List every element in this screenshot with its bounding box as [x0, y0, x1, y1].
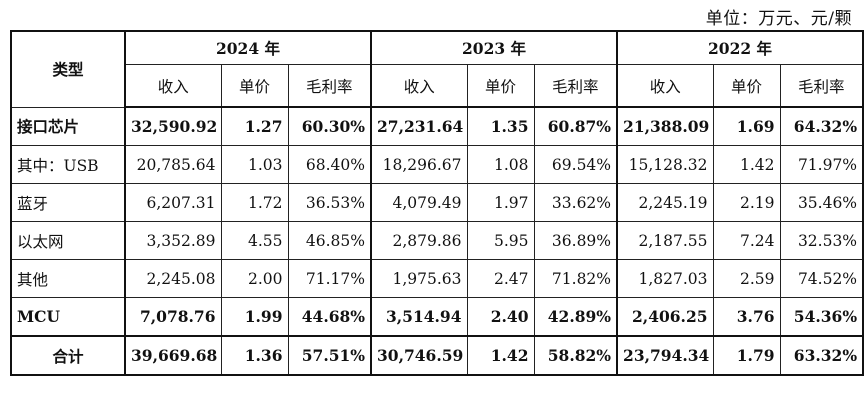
col-header-unit-price: 单价 [712, 64, 781, 108]
row-label: 其中：USB [10, 145, 126, 184]
table-cell: 69.54% [533, 145, 618, 184]
table-cell: 42.89% [533, 297, 618, 337]
col-header-unit-price: 单价 [220, 64, 289, 108]
table-cell: 60.87% [533, 106, 618, 146]
table-cell: 3,352.89 [124, 221, 222, 260]
table-cell: 27,231.64 [370, 106, 468, 146]
table-cell: 2.47 [466, 259, 535, 298]
table-cell: 58.82% [533, 335, 618, 376]
revenue-table: 类型 2024 年 2023 年 2022 年 收入 单价 毛利率 收入 单价 … [10, 30, 865, 376]
table-cell: 5.95 [466, 221, 535, 260]
table-cell: 60.30% [287, 106, 372, 146]
table-cell: 1.99 [220, 297, 289, 337]
table-cell: 2.19 [712, 183, 781, 222]
table-cell: 71.97% [779, 145, 864, 184]
col-header-gross-margin: 毛利率 [287, 64, 372, 108]
table-cell: 20,785.64 [124, 145, 222, 184]
year-header-2023: 2023 年 [370, 30, 618, 65]
table-cell: 2,879.86 [370, 221, 468, 260]
table-row: 蓝牙 6,207.31 1.72 36.53% 4,079.49 1.97 33.62% 2,… [10, 183, 864, 222]
table-cell: 1.42 [466, 335, 535, 376]
col-header-gross-margin: 毛利率 [779, 64, 864, 108]
table-cell: 3,514.94 [370, 297, 468, 337]
table-cell: 1.79 [712, 335, 781, 376]
table-cell: 46.85% [287, 221, 372, 260]
table-cell: 2,406.25 [616, 297, 714, 337]
table-cell: 1.97 [466, 183, 535, 222]
unit-label: 单位：万元、元/颗 [705, 9, 852, 29]
table-row: 其他 2,245.08 2.00 71.17% 1,975.63 2.47 71.82% 1,… [10, 259, 864, 298]
table-row: MCU 7,078.76 1.99 44.68% 3,514.94 2.40 42.89% 2… [10, 297, 864, 337]
table-cell: 30,746.59 [370, 335, 468, 376]
table-cell: 32.53% [779, 221, 864, 260]
type-header: 类型 [10, 30, 126, 108]
header-row-metrics: 收入 单价 毛利率 收入 单价 毛利率 收入 单价 毛利率 [11, 64, 864, 108]
table-cell: 71.17% [287, 259, 372, 298]
table-cell: 7.24 [712, 221, 781, 260]
table-cell: 2,245.08 [124, 259, 222, 298]
table-cell: 44.68% [287, 297, 372, 337]
table-cell: 39,669.68 [124, 335, 222, 376]
table-cell: 4,079.49 [370, 183, 468, 222]
table-cell: 2.00 [220, 259, 289, 298]
header-row-years: 类型 2024 年 2023 年 2022 年 [10, 30, 864, 108]
table-row: 接口芯片 32,590.92 1.27 60.30% 27,231.64 1.35 60.8… [10, 106, 864, 146]
row-label: 其他 [10, 259, 126, 298]
table-cell: 57.51% [287, 335, 372, 376]
table-cell: 1,827.03 [616, 259, 714, 298]
table-cell: 1.36 [220, 335, 289, 376]
table-cell: 1.27 [220, 106, 289, 146]
col-header-unit-price: 单价 [466, 64, 535, 108]
table-row: 合计 39,669.68 1.36 57.51% 30,746.59 1.42 58.82%… [10, 335, 864, 376]
table-cell: 2.40 [466, 297, 535, 337]
table-cell: 21,388.09 [616, 106, 714, 146]
table-cell: 23,794.34 [616, 335, 714, 376]
table-cell: 1.03 [220, 145, 289, 184]
col-header-revenue: 收入 [370, 64, 468, 108]
table-row: 以太网 3,352.89 4.55 46.85% 2,879.86 5.95 36.89% 2… [10, 221, 864, 260]
table-cell: 74.52% [779, 259, 864, 298]
table-cell: 2,187.55 [616, 221, 714, 260]
table-cell: 71.82% [533, 259, 618, 298]
row-label: 以太网 [10, 221, 126, 260]
table-cell: 32,590.92 [124, 106, 222, 146]
col-header-revenue: 收入 [616, 64, 714, 108]
table-cell: 36.53% [287, 183, 372, 222]
table-cell: 15,128.32 [616, 145, 714, 184]
table-cell: 1.08 [466, 145, 535, 184]
table-cell: 18,296.67 [370, 145, 468, 184]
table-cell: 35.46% [779, 183, 864, 222]
table-cell: 64.32% [779, 106, 864, 146]
table-cell: 7,078.76 [124, 297, 222, 337]
table-cell: 6,207.31 [124, 183, 222, 222]
table-cell: 33.62% [533, 183, 618, 222]
table-cell: 54.36% [779, 297, 864, 337]
col-header-revenue: 收入 [124, 64, 222, 108]
table-cell: 1.35 [466, 106, 535, 146]
table-cell: 63.32% [779, 335, 864, 376]
table-cell: 1.42 [712, 145, 781, 184]
table-cell: 3.76 [712, 297, 781, 337]
row-label: 蓝牙 [10, 183, 126, 222]
table-cell: 36.89% [533, 221, 618, 260]
table-cell: 1,975.63 [370, 259, 468, 298]
row-label: MCU [10, 297, 126, 337]
table-cell: 4.55 [220, 221, 289, 260]
row-label: 合计 [10, 335, 126, 376]
col-header-gross-margin: 毛利率 [533, 64, 618, 108]
table-cell: 2.59 [712, 259, 781, 298]
row-label: 接口芯片 [10, 106, 126, 146]
table-cell: 1.72 [220, 183, 289, 222]
year-header-2022: 2022 年 [616, 30, 864, 65]
year-header-2024: 2024 年 [123, 30, 372, 65]
table-cell: 2,245.19 [616, 183, 714, 222]
table-cell: 68.40% [287, 145, 372, 184]
table-row: 其中：USB 20,785.64 1.03 68.40% 18,296.67 1.08 69… [10, 145, 864, 184]
table-cell: 1.69 [712, 106, 781, 146]
